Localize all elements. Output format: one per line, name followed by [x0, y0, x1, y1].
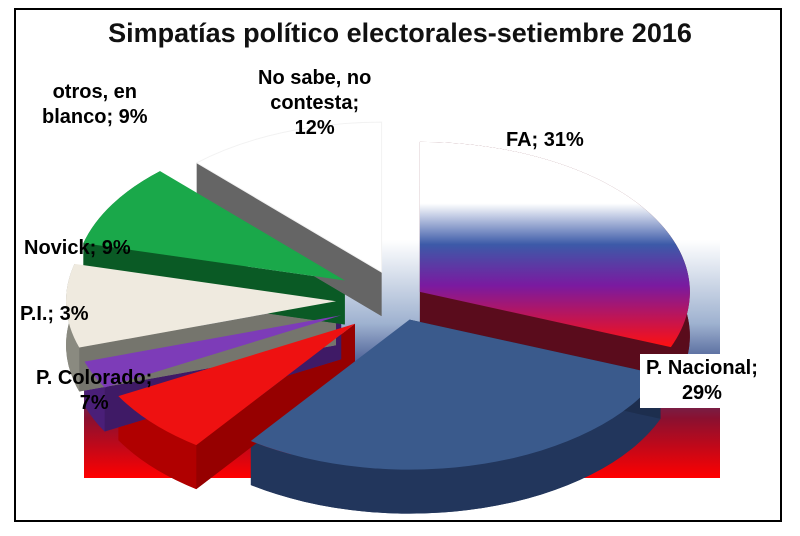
label-pi: P.I.; 3%: [20, 303, 89, 325]
slice-p-nacional: [250, 319, 661, 470]
slice-otros-en-blanco: [83, 171, 345, 281]
slice-band-p-nacional: [250, 374, 661, 514]
label-p-colorado-line2: 7%: [79, 392, 109, 414]
label-no-sabe-line3: 12%: [294, 117, 335, 139]
label-no-sabe-line1: No sabe, no: [258, 67, 372, 89]
label-no-sabe-line2: contesta;: [270, 92, 360, 114]
slice-fa: [419, 141, 690, 348]
slice-p-colorado: [118, 323, 355, 446]
label-no-sabe: No sabe, no contesta; 12%: [258, 66, 371, 141]
label-otros-line1: otros, en: [52, 81, 138, 103]
slice-no-sabe-no-contesta: [195, 121, 383, 273]
slice-novick: [66, 263, 337, 348]
label-otros: otros, en blanco; 9%: [42, 80, 148, 130]
label-p-colorado-line1: P. Colorado;: [36, 367, 153, 389]
slice-p-i: [84, 315, 342, 388]
label-novick: Novick; 9%: [24, 237, 131, 259]
label-fa: FA; 31%: [506, 129, 584, 151]
label-p-nacional: P. Nacional; 29%: [640, 354, 764, 408]
label-p-nacional-line1: P. Nacional;: [646, 357, 758, 379]
label-p-colorado: P. Colorado; 7%: [36, 366, 152, 416]
label-p-nacional-line2: 29%: [681, 382, 722, 404]
chart-title: Simpatías político electorales-setiembre…: [108, 18, 692, 48]
label-otros-line2: blanco; 9%: [42, 106, 148, 128]
